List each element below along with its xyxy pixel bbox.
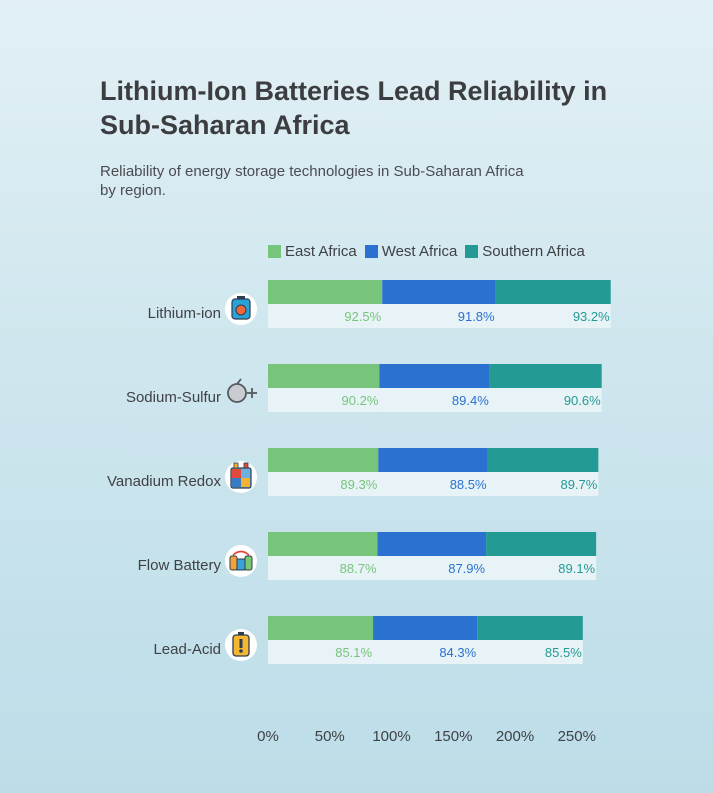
bar-east-africa: [268, 364, 380, 388]
data-label: 87.9%: [448, 561, 485, 576]
data-label: 85.5%: [545, 645, 582, 660]
category-label: Lithium-ion: [148, 305, 221, 322]
legend-label-west-africa: West Africa: [381, 243, 458, 260]
x-tick-label: 0%: [257, 728, 279, 745]
data-label: 89.7%: [560, 477, 597, 492]
bar-label-band: [268, 472, 599, 496]
bar-east-africa: [268, 616, 374, 640]
category-label: Sodium-Sulfur: [126, 389, 221, 406]
x-tick-label: 250%: [558, 728, 596, 745]
battery-icon: [225, 293, 257, 325]
bar-southern-africa: [486, 532, 597, 556]
bar-southern-africa: [477, 616, 583, 640]
bar-west-africa: [379, 364, 490, 388]
data-label: 91.8%: [458, 309, 495, 324]
data-label: 90.6%: [564, 393, 601, 408]
flow-battery-icon: [225, 545, 257, 577]
category-label: Vanadium Redox: [107, 473, 221, 490]
magnet-icon: [227, 378, 257, 403]
legend-label-east-africa: East Africa: [285, 243, 357, 260]
x-tick-label: 100%: [372, 728, 410, 745]
bar-southern-africa: [487, 448, 599, 472]
chart-title: Lithium-Ion Batteries Lead Reliability i…: [100, 76, 608, 140]
legend-swatch-southern-africa: [465, 245, 479, 258]
bar-east-africa: [268, 448, 379, 472]
data-label: 92.5%: [344, 309, 381, 324]
bar-southern-africa: [495, 280, 611, 304]
category-label: Flow Battery: [138, 557, 222, 574]
data-label: 84.3%: [439, 645, 476, 660]
legend-item-southern-africa[interactable]: Southern Africa: [465, 243, 585, 260]
legend-item-west-africa[interactable]: West Africa: [364, 243, 458, 260]
data-label: 89.1%: [558, 561, 595, 576]
x-tick-label: 200%: [496, 728, 534, 745]
data-label: 89.3%: [340, 477, 377, 492]
category-label: Lead-Acid: [153, 641, 221, 658]
bar-label-band: [268, 556, 597, 580]
chart-subtitle: Reliability of energy storage technologi…: [100, 163, 524, 199]
legend-swatch-west-africa: [364, 245, 378, 258]
bar-southern-africa: [489, 364, 602, 388]
x-tick-label: 50%: [315, 728, 345, 745]
legend: East Africa West Africa Southern Africa: [268, 243, 593, 260]
legend-item-east-africa[interactable]: East Africa: [268, 243, 357, 260]
bar-east-africa: [268, 280, 383, 304]
bar-label-band: [268, 304, 611, 328]
bar-west-africa: [377, 532, 487, 556]
data-label: 90.2%: [342, 393, 379, 408]
bar-west-africa: [373, 616, 478, 640]
legend-label-southern-africa: Southern Africa: [482, 243, 585, 260]
data-label: 89.4%: [452, 393, 489, 408]
data-label: 93.2%: [573, 309, 610, 324]
data-label: 88.7%: [340, 561, 377, 576]
bar-label-band: [268, 388, 602, 412]
legend-swatch-east-africa: [268, 245, 281, 258]
x-tick-label: 150%: [434, 728, 472, 745]
grid-battery-icon: [225, 461, 257, 493]
data-label: 85.1%: [335, 645, 372, 660]
bar-west-africa: [378, 448, 488, 472]
warning-battery-icon: [225, 629, 257, 661]
bar-east-africa: [268, 532, 378, 556]
data-label: 88.5%: [450, 477, 487, 492]
bar-label-band: [268, 640, 583, 664]
bar-west-africa: [382, 280, 496, 304]
